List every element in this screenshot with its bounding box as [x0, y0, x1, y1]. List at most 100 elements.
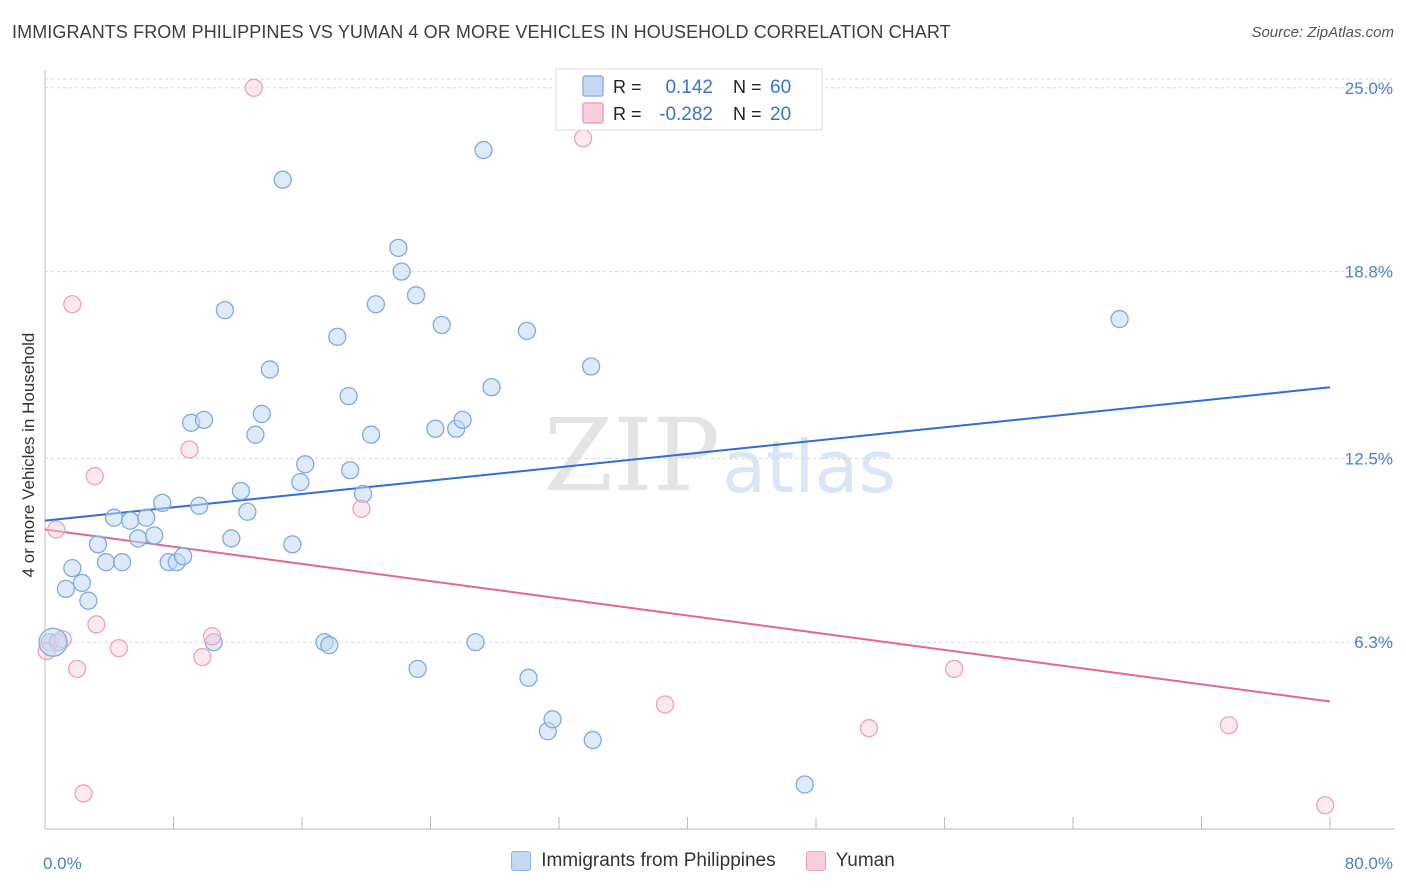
legend-item-philippines[interactable]: Immigrants from Philippines [511, 850, 776, 872]
point-philippines [474, 140, 493, 160]
legend-swatch-yuman [582, 102, 604, 124]
point-philippines [104, 508, 124, 527]
gridlines [45, 78, 1395, 643]
legend-swatch-philippines [511, 851, 532, 871]
point-yuman [573, 129, 593, 148]
point-philippines-large [38, 627, 68, 657]
legend-item-yuman[interactable]: Yuman [805, 850, 895, 872]
point-philippines [583, 730, 602, 750]
point-philippines [291, 472, 310, 492]
point-philippines [63, 558, 82, 578]
point-yuman [109, 638, 129, 658]
point-philippines [543, 710, 562, 729]
watermark: ZIP atlas [544, 397, 896, 514]
point-philippines [581, 357, 601, 376]
point-philippines [432, 315, 451, 335]
point-yuman [47, 520, 66, 539]
point-yuman [244, 78, 263, 97]
point-yuman [1316, 796, 1335, 815]
point-yuman [944, 659, 964, 679]
y-tick-label: 25.0% [1345, 79, 1393, 98]
y-tick-label: 6.3% [1354, 633, 1393, 652]
point-philippines [88, 535, 108, 554]
x-tick-label: 80.0% [1345, 854, 1393, 873]
point-philippines [260, 360, 280, 379]
point-philippines [482, 378, 501, 397]
point-philippines [341, 461, 360, 480]
point-philippines [173, 547, 193, 566]
data-points [37, 78, 1335, 815]
trend-line-philippines [44, 386, 1331, 522]
y-tick-label: 12.5% [1345, 449, 1393, 468]
legend-n-value: 20 [770, 104, 791, 125]
point-philippines [96, 553, 116, 572]
legend-r-value: -0.282 [659, 104, 713, 125]
point-yuman [202, 627, 222, 646]
point-philippines [153, 493, 172, 513]
watermark-atlas: atlas [722, 425, 896, 509]
point-philippines [129, 529, 148, 548]
legend-n-label: N = [733, 77, 762, 97]
point-yuman [67, 659, 87, 679]
point-philippines [361, 425, 381, 444]
point-philippines [231, 481, 251, 501]
point-philippines [408, 659, 427, 679]
point-philippines [215, 301, 235, 320]
point-yuman [180, 440, 199, 459]
y-tick-label: 18.8% [1345, 263, 1393, 282]
point-philippines [1110, 309, 1129, 329]
point-yuman [193, 647, 212, 667]
point-philippines [453, 410, 472, 430]
point-philippines [252, 404, 271, 424]
tick-labels: 6.3% 12.5% 18.8% 25.0% 0.0% 80.0% [43, 79, 1393, 873]
point-philippines [56, 579, 76, 598]
point-philippines [222, 529, 241, 548]
trend-lines [44, 386, 1331, 703]
point-philippines [79, 591, 98, 610]
chart-title: IMMIGRANTS FROM PHILIPPINES VS YUMAN 4 O… [12, 22, 951, 42]
point-philippines [517, 321, 537, 341]
point-philippines [328, 327, 347, 346]
point-yuman [74, 784, 93, 803]
point-philippines [72, 573, 92, 593]
point-philippines [320, 636, 339, 655]
point-philippines [296, 455, 315, 474]
point-philippines [112, 553, 132, 572]
point-philippines [339, 386, 358, 406]
legend-label-yuman: Yuman [835, 850, 895, 871]
trend-line-yuman [44, 528, 1331, 703]
point-philippines [283, 535, 302, 554]
point-philippines [466, 633, 485, 652]
legend-r-label: R = [613, 104, 642, 124]
point-philippines [120, 511, 140, 530]
point-philippines [246, 425, 265, 444]
point-philippines [273, 170, 292, 189]
bottom-legend: Immigrants from Philippines Yuman [0, 850, 1406, 872]
axes [44, 70, 1395, 830]
point-philippines [406, 286, 426, 305]
point-yuman [87, 615, 106, 634]
point-philippines [353, 484, 373, 504]
legend-r-label: R = [613, 77, 642, 97]
point-yuman [859, 719, 879, 738]
point-philippines [194, 410, 214, 430]
legend-r-value: 0.142 [665, 77, 713, 98]
watermark-zip: ZIP [544, 397, 720, 514]
point-philippines [137, 508, 156, 527]
legend-label-philippines: Immigrants from Philippines [541, 850, 776, 871]
y-axis-label: 4 or more Vehicles in Household [19, 333, 38, 578]
legend-swatch-philippines [582, 75, 604, 97]
x-tick-label: 0.0% [43, 854, 82, 873]
top-legend: R = 0.142 N = 60 R = -0.282 N = 20 [555, 68, 823, 131]
point-philippines [389, 238, 408, 258]
source-label: Source: ZipAtlas.com [1251, 24, 1394, 41]
point-yuman [1219, 716, 1238, 735]
point-yuman [63, 295, 82, 314]
point-philippines [426, 419, 445, 438]
point-philippines [238, 502, 257, 521]
point-philippines [519, 668, 538, 687]
point-philippines [366, 295, 386, 314]
point-philippines [795, 775, 814, 794]
point-philippines [145, 526, 164, 545]
